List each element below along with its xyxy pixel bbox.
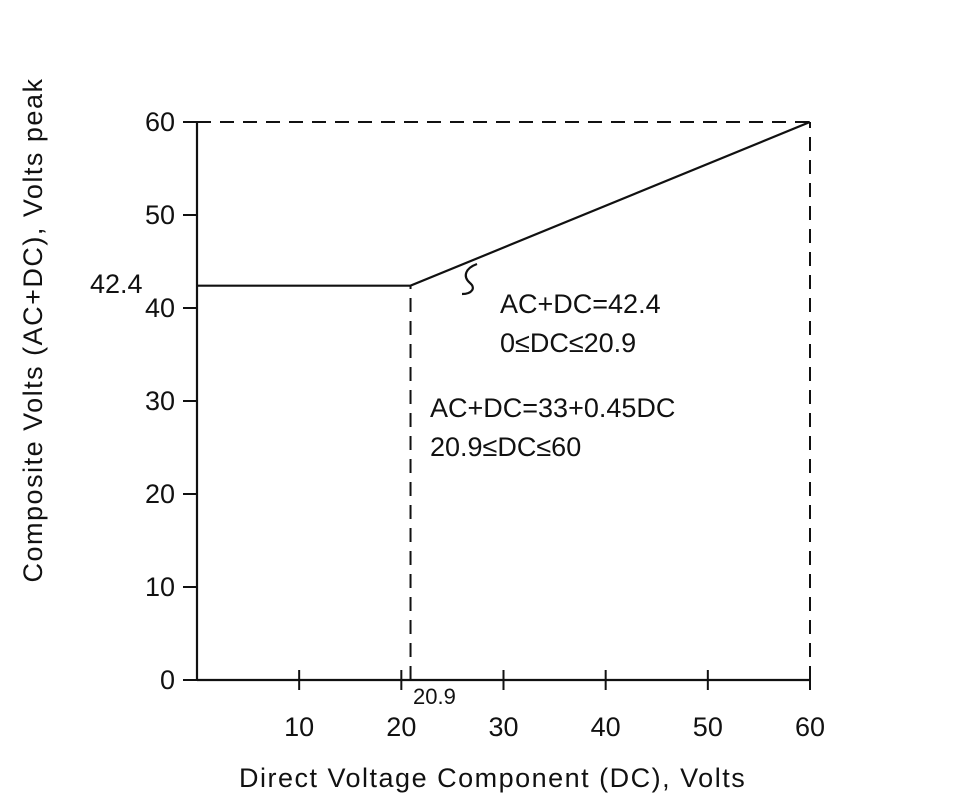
ticks (183, 121, 811, 690)
x-tick-label-30: 30 (488, 712, 518, 742)
series (197, 120, 811, 287)
tick-labels: 0 10 20 30 40 50 60 10 20 30 40 50 60 (145, 107, 825, 742)
y-tick-label-60: 60 (145, 107, 175, 137)
series-line-0 (197, 120, 811, 287)
y-tick-label-30: 30 (145, 386, 175, 416)
y-tick-label-50: 50 (145, 200, 175, 230)
annotation-leader (461, 262, 478, 296)
annotation-slope-line-2: 20.9≤DC≤60 (430, 432, 581, 462)
y-axis-title: Composite Volts (AC+DC), Volts peak (18, 78, 48, 583)
annotation-slope-segment: AC+DC=33+0.45DC 20.9≤DC≤60 (430, 393, 675, 462)
annotation-flat-segment: AC+DC=42.4 0≤DC≤20.9 (461, 262, 661, 358)
y-tick-label-20: 20 (145, 479, 175, 509)
x-tick-label-50: 50 (693, 712, 723, 742)
x-tick-label-10: 10 (284, 712, 314, 742)
annotation-flat-line-2: 0≤DC≤20.9 (500, 328, 636, 358)
x-marker-label: 20.9 (413, 684, 456, 709)
x-tick-label-60: 60 (795, 712, 825, 742)
x-tick-label-40: 40 (591, 712, 621, 742)
x-axis-title: Direct Voltage Component (DC), Volts (239, 763, 746, 793)
y-tick-label-0: 0 (160, 665, 175, 695)
annotation-slope-line-1: AC+DC=33+0.45DC (430, 393, 675, 423)
annotation-flat-line-1: AC+DC=42.4 (500, 289, 661, 319)
reference-lines (197, 121, 811, 680)
x-tick-label-20: 20 (386, 712, 416, 742)
y-tick-label-10: 10 (145, 572, 175, 602)
y-marker-label: 42.4 (90, 269, 143, 299)
y-tick-label-40: 40 (145, 293, 175, 323)
